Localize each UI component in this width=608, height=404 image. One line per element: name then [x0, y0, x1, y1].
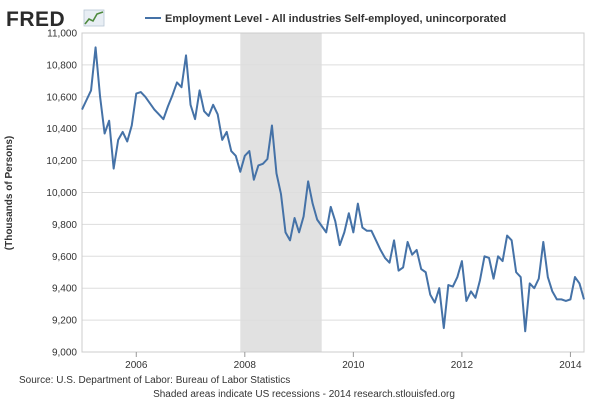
fred-chart-logo-icon [83, 9, 105, 27]
x-tick-label: 2014 [559, 360, 582, 371]
legend: Employment Level - All industries Self-e… [145, 13, 506, 25]
x-tick-label: 2008 [234, 360, 257, 371]
legend-entry: Employment Level - All industries Self-e… [165, 13, 506, 25]
y-tick-label: 9,600 [52, 252, 77, 263]
fred-logo-text: FRED [6, 8, 65, 31]
y-tick-label: 10,400 [46, 124, 77, 135]
x-tick-label: 2010 [342, 360, 365, 371]
plot-border [81, 32, 585, 353]
x-tick-label: 2006 [125, 360, 148, 371]
series-line [81, 46, 585, 333]
y-tick-label: 9,400 [52, 284, 77, 295]
y-axis-ticks: 9,000 9,200 9,400 9,600 9,800 10,000 10,200 10,… [46, 29, 77, 359]
fred-logo[interactable]: FRED [6, 8, 105, 31]
y-tick-label: 10,000 [46, 188, 77, 199]
grid-layer [82, 32, 584, 353]
plot-area: 9,000 9,200 9,400 9,600 9,800 10,000 10,200 10,… [46, 29, 585, 371]
source-text: Source: U.S. Department of Labor: Bureau… [19, 375, 290, 386]
x-tick-label: 2012 [451, 360, 474, 371]
recession-note: Shaded areas indicate US recessions - 20… [153, 389, 455, 400]
y-tick-label: 10,200 [46, 156, 77, 167]
y-tick-label: 9,800 [52, 220, 77, 231]
y-tick-label: 9,000 [52, 348, 77, 359]
y-tick-label: 11,000 [47, 29, 77, 40]
y-tick-label: 10,600 [46, 92, 77, 103]
y-tick-label: 10,800 [46, 60, 77, 71]
y-axis-label: (Thousands of Persons) [4, 136, 15, 250]
y-tick-label: 9,200 [52, 316, 77, 327]
x-axis-ticks: 2006 2008 2010 2012 2014 [125, 352, 582, 371]
